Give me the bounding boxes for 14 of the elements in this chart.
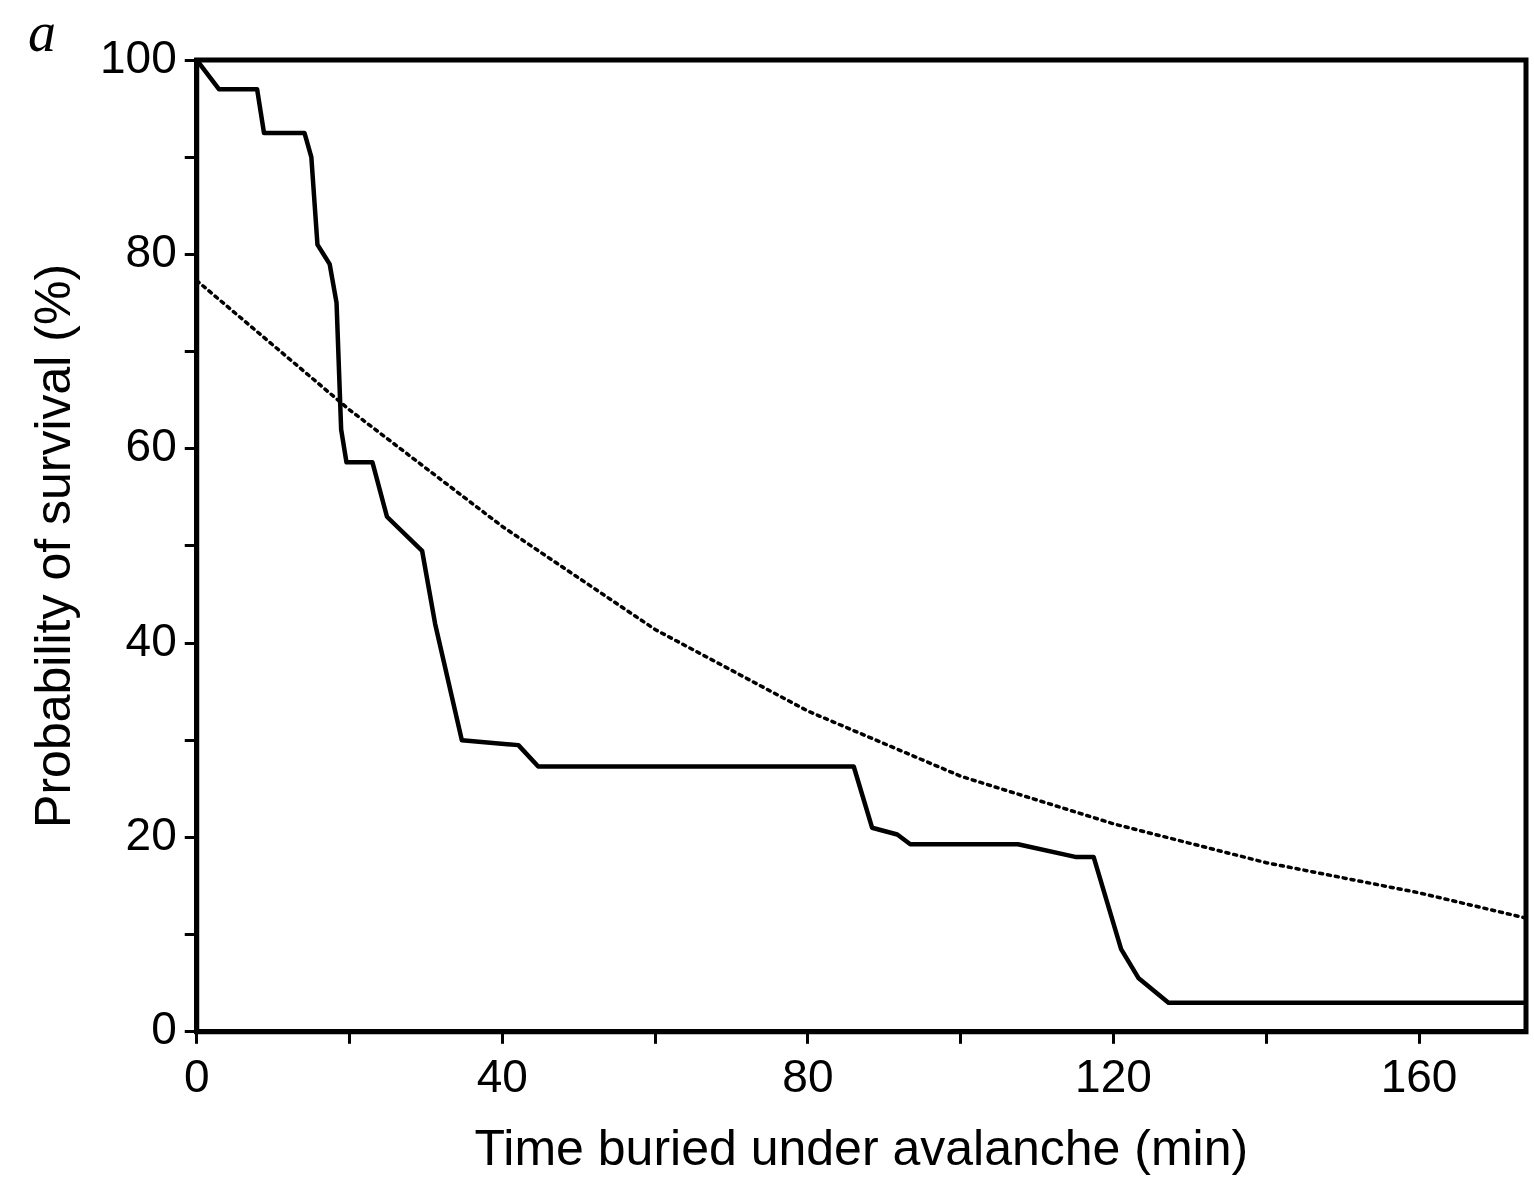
y-tick-label: 100: [100, 30, 177, 83]
text: a: [28, 0, 56, 64]
y-tick-label: 20: [125, 808, 177, 861]
y-tick-label: 0: [151, 1002, 177, 1055]
x-tick-label: 40: [476, 1050, 528, 1103]
x-axis-title: Time buried under avalanche (min): [474, 1119, 1249, 1176]
x-tick-label: 80: [782, 1050, 834, 1103]
y-tick-label: 80: [125, 225, 177, 278]
x-tick-label: 160: [1380, 1050, 1458, 1103]
y-tick-label: 40: [125, 613, 177, 666]
y-axis-title: Probability of survival (%): [24, 263, 81, 828]
x-tick-label: 120: [1075, 1050, 1152, 1103]
x-tick-label: 0: [183, 1050, 210, 1103]
y-tick-label: 60: [125, 419, 177, 472]
